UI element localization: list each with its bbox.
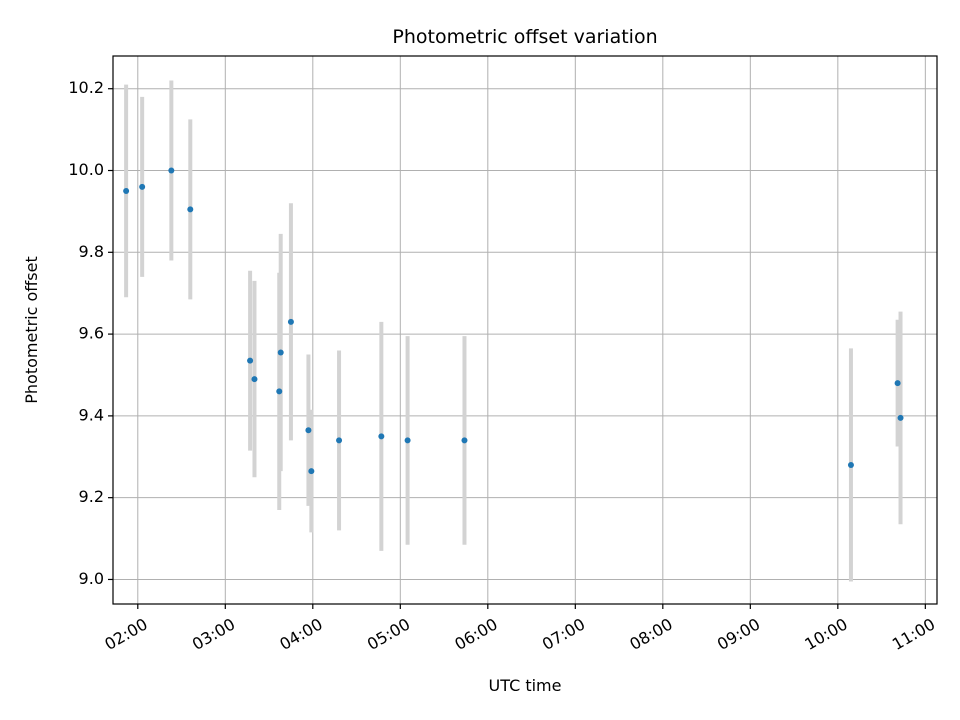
y-tick-label: 10.0 [68,160,104,179]
y-axis-label: Photometric offset [22,256,41,404]
data-point [287,318,294,325]
data-point [404,437,411,444]
data-point [894,380,901,387]
data-point [277,349,284,356]
data-point [251,376,258,383]
x-axis-label: UTC time [489,676,562,695]
data-points [123,167,904,475]
data-point [187,206,194,213]
data-point [123,187,130,194]
data-point [378,433,385,440]
y-tick-label: 9.8 [79,242,104,261]
y-axis: 9.0 9.2 9.4 9.6 9.8 10.0 10.2 [68,78,113,588]
data-point [305,427,312,434]
data-point [336,437,343,444]
data-point [168,167,175,174]
data-point [847,461,854,468]
y-tick-label: 9.0 [79,569,104,588]
data-point [461,437,468,444]
chart-title: Photometric offset variation [392,26,657,48]
plot-frame [112,55,938,605]
grid [113,56,937,604]
data-point [247,357,254,364]
y-tick-label: 9.4 [79,405,104,424]
data-point [276,388,283,395]
y-tick-label: 9.6 [79,324,104,343]
data-point [139,183,146,190]
data-point [897,414,904,421]
y-tick-label: 10.2 [68,78,104,97]
y-tick-label: 9.2 [79,487,104,506]
data-point [308,468,315,475]
